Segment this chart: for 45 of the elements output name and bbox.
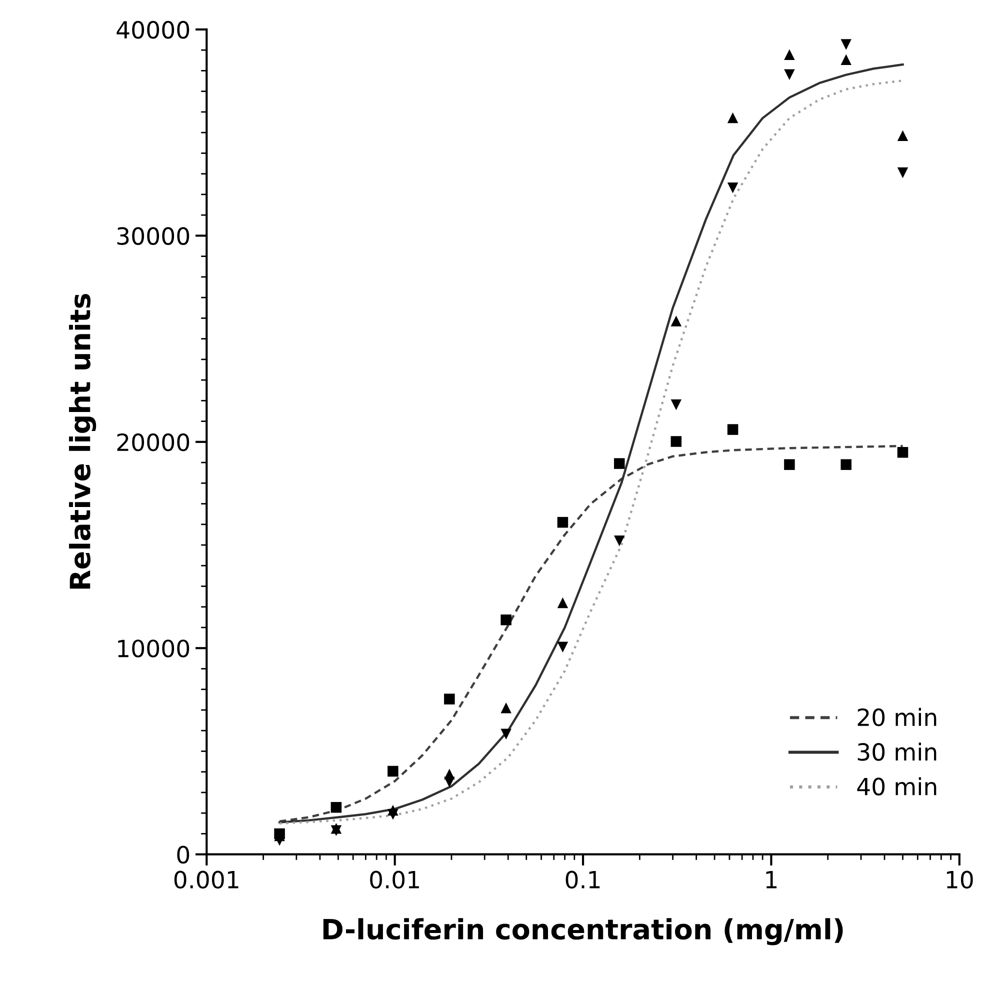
legend-label: 40 min	[857, 777, 936, 796]
point	[274, 834, 285, 846]
point	[330, 802, 342, 813]
x-axis-title: D-luciferin concentration (mg/ml)	[323, 918, 843, 946]
x-tick-label: 0.001	[174, 870, 238, 889]
point	[500, 728, 512, 740]
point	[897, 167, 908, 178]
point	[614, 458, 625, 469]
point	[840, 54, 852, 65]
legend-label: 30 min	[858, 742, 936, 761]
x-tick-label: 1	[766, 871, 777, 888]
y-axis-title: Relative light units	[69, 294, 96, 589]
point	[388, 808, 398, 820]
y-tick-label: 10000	[118, 640, 190, 658]
point	[727, 424, 738, 435]
x-tick-label: 0.01	[370, 870, 419, 889]
point	[670, 399, 682, 410]
point	[557, 516, 568, 528]
point	[444, 694, 455, 704]
x-tick-label: 10	[946, 870, 973, 889]
point	[840, 459, 852, 470]
point	[784, 49, 795, 60]
point	[557, 642, 568, 652]
point	[727, 182, 738, 194]
point	[500, 702, 512, 714]
legend-label: 20 min	[858, 708, 936, 726]
point	[557, 597, 568, 608]
point	[897, 447, 908, 458]
y-tick-label: 40000	[116, 20, 190, 39]
point	[784, 69, 795, 80]
point	[444, 776, 455, 788]
y-tick-label: 30000	[117, 227, 190, 245]
point	[500, 614, 512, 626]
point	[670, 436, 682, 447]
point	[614, 536, 625, 546]
x-tick-label: 0.1	[566, 870, 600, 889]
point	[784, 459, 795, 470]
point	[727, 112, 738, 124]
point	[330, 825, 342, 836]
point	[840, 39, 852, 50]
y-tick-label: 20000	[117, 433, 190, 452]
point	[388, 766, 398, 777]
point	[897, 130, 908, 142]
y-tick-label: 0	[177, 846, 190, 864]
point	[670, 316, 682, 326]
